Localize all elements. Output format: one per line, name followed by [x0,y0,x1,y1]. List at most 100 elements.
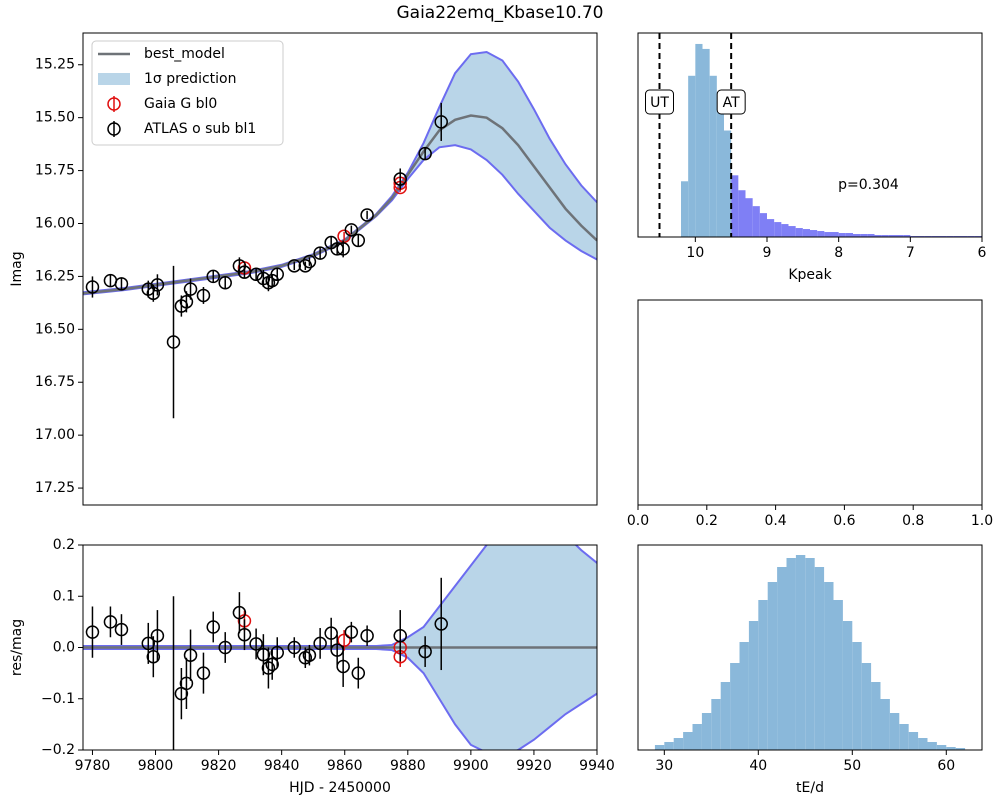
hist-bar [899,724,909,750]
annotation: p=0.304 [838,177,899,193]
hist-bar [874,235,882,237]
data-point [344,223,359,237]
hist-bar [701,713,712,750]
x-tick-label: 9920 [516,758,552,774]
y-tick-label: 0.2 [53,537,75,553]
hist-bar [767,582,778,750]
data-point [196,666,211,680]
x-axis-label: HJD - 2450000 [289,780,391,796]
hist-bar [903,235,911,237]
hist-bar [817,231,825,237]
axes-frame [637,32,983,238]
data-point [237,627,252,642]
x-tick-label: 9820 [201,758,237,774]
hist-bar [871,682,881,750]
data-point [287,259,302,273]
y-tick-label: 17.00 [35,427,75,443]
x-tick-label: 1.0 [971,513,993,529]
hist-bar [758,600,768,750]
data-point [393,628,407,643]
data-point [265,657,279,672]
y-tick-label: 17.25 [35,480,75,496]
legend: best_model 1σ prediction Gaia G bl0 ATLAS o… [91,40,284,146]
axes-frame [637,544,983,751]
threshold-label: UT [650,95,669,111]
data-point [287,640,302,655]
data-point [298,259,313,273]
data-point [256,647,271,662]
x-tick-label: 9 [763,245,772,261]
data-point [418,644,432,659]
data-point [337,633,351,648]
x-tick-label: 6 [978,245,987,261]
hist-bar [867,234,875,237]
hist-bar [767,219,775,237]
data-point [179,295,194,309]
band-edge [83,545,597,647]
data-point [434,115,448,129]
hist-bar [838,233,846,237]
hist-bar [918,738,928,750]
legend-frame [91,40,284,146]
x-tick-label: 9840 [264,758,300,774]
data-point [302,254,317,269]
data-point [313,246,327,260]
data-point [302,648,317,662]
hist-bar [860,234,868,237]
data-point [324,626,338,640]
data-point [218,276,232,290]
hist-bar [681,181,689,237]
data-point [313,636,327,651]
hist-bar [720,682,731,750]
hist-bar [683,732,693,750]
plot-area [83,545,597,787]
data-point [218,640,232,655]
y-tick-label: −0.2 [41,742,75,758]
hist-bar [664,742,674,750]
hist-bar [805,558,815,750]
data-point [418,146,432,161]
hist-bar [774,222,782,237]
x-tick-label: 9880 [390,758,426,774]
hist-bar [946,747,956,750]
hist-bar [889,713,900,750]
hist-bar [888,235,896,237]
y-tick-label: 15.75 [35,163,75,179]
legend-swatch [98,73,130,85]
x-tick-label: 30 [655,758,673,774]
x-tick-label: 40 [749,758,767,774]
hist-bar [908,732,919,750]
y-tick-label: 0.0 [53,640,75,656]
hist-bar [824,582,834,750]
y-tick-label: 16.00 [35,215,75,231]
y-tick-label: 0.1 [53,588,75,604]
data-point [150,628,165,643]
label-box [645,89,674,115]
data-point [168,775,180,787]
hist-bar [730,663,740,750]
hist-bar [936,745,947,750]
y-tick-label: 15.50 [35,110,75,126]
hist-bar [692,724,702,750]
data-point [85,625,100,639]
data-point [166,335,181,349]
data-point [183,282,198,296]
hist-bar [695,43,703,237]
x-tick-label: 50 [843,758,861,774]
y-tick-label: 16.25 [35,268,75,284]
data-point [249,637,263,651]
hist-bar [842,621,853,750]
hist-bar [881,235,889,237]
data-point [183,648,198,662]
legend-swatch [107,122,121,136]
hist-bar [745,198,753,237]
plot-area [83,51,597,419]
data-point [351,666,366,680]
data-point [344,625,359,639]
y-axis-label: Imag [9,251,25,286]
hist-bar [738,190,746,237]
data-point [261,661,276,675]
hist-bar [702,48,710,237]
hist-bar [731,175,739,237]
